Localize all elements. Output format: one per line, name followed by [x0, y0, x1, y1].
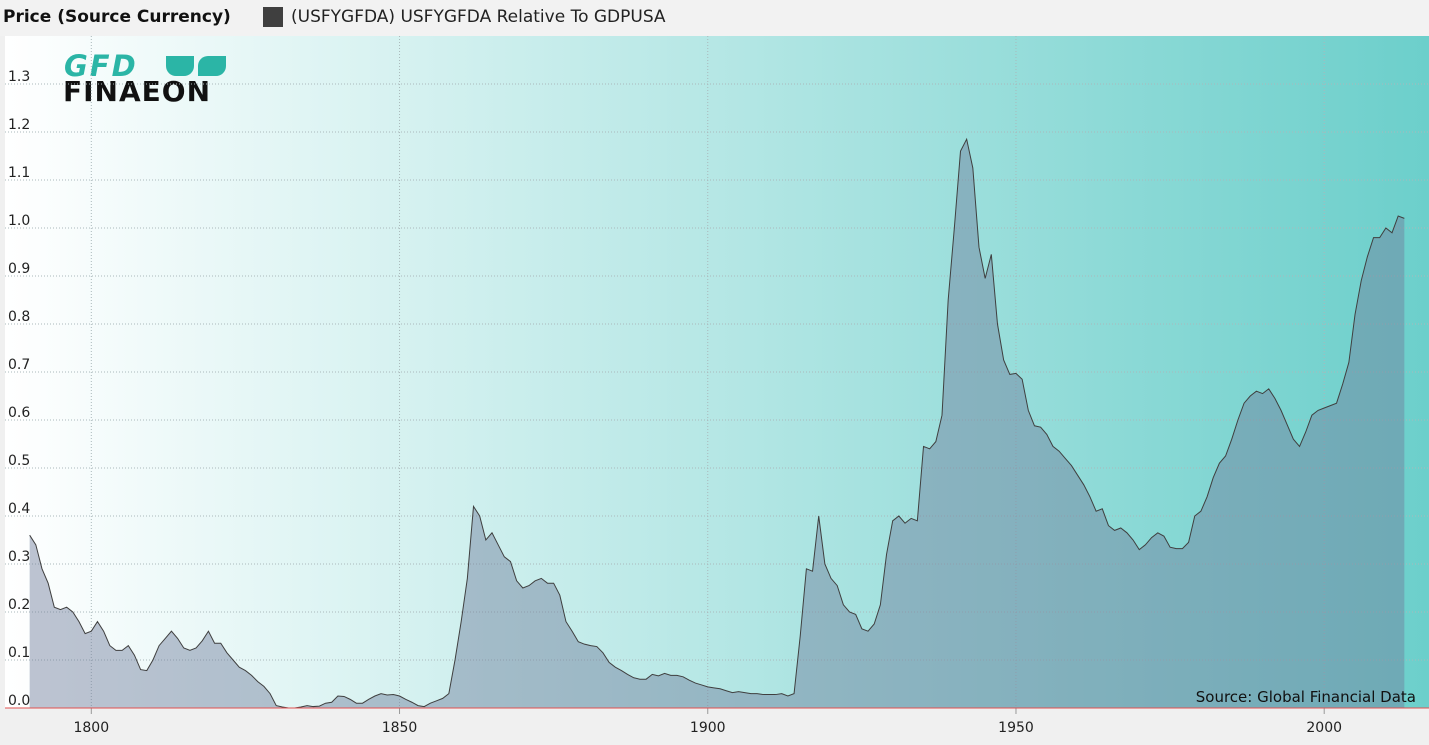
x-tick-label: 1900 — [690, 720, 726, 736]
x-tick-label: 1950 — [998, 720, 1034, 736]
header-band — [0, 0, 1429, 36]
x-tick-label: 2000 — [1306, 720, 1342, 736]
legend-swatch — [263, 7, 283, 27]
source-note: Source: Global Financial Data — [1196, 688, 1416, 706]
y-tick-label: 0.8 — [8, 309, 30, 325]
y-tick-label: 0.9 — [8, 261, 30, 277]
logo-top: GFD — [64, 49, 138, 83]
y-tick-label: 1.1 — [8, 165, 30, 181]
logo: GFD FINAEON — [63, 49, 226, 108]
y-tick-label: 0.5 — [8, 453, 30, 469]
line — [29, 137, 1405, 709]
x-tick-label: 1800 — [73, 720, 109, 736]
legend-label: (USFYGFDA) USFYGFDA Relative To GDPUSA — [291, 7, 666, 27]
area — [29, 139, 1405, 708]
x-tick-label: 1850 — [382, 720, 418, 736]
y-tick-label: 0.6 — [8, 405, 30, 421]
y-tick-label: 1.3 — [8, 69, 30, 85]
y-tick-label: 0.1 — [8, 645, 30, 661]
y-tick-label: 0.3 — [8, 549, 30, 565]
y-tick-label: 0.7 — [8, 357, 30, 373]
y-tick-label: 0.4 — [8, 501, 30, 517]
logo-leaf — [166, 56, 194, 76]
y-tick-label: 0.2 — [8, 597, 30, 613]
y-label: Price (Source Currency) — [3, 7, 231, 27]
logo-leaf — [198, 56, 226, 76]
logo-bottom: FINAEON — [63, 75, 211, 108]
y-tick-label: 0.0 — [8, 693, 30, 709]
y-tick-label: 1.0 — [8, 213, 30, 229]
y-tick-label: 1.2 — [8, 117, 30, 133]
